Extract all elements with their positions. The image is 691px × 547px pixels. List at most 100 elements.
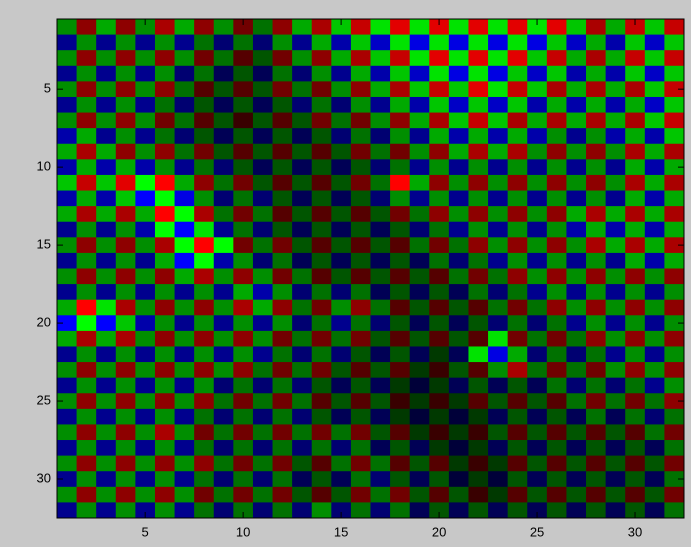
pixel <box>77 471 97 487</box>
pixel <box>606 253 626 269</box>
pixel <box>449 222 469 238</box>
pixel <box>194 284 214 300</box>
pixel <box>429 269 449 285</box>
pixel <box>273 191 293 207</box>
pixel <box>410 487 430 503</box>
pixel <box>194 378 214 394</box>
pixel <box>606 144 626 160</box>
pixel <box>449 331 469 347</box>
pixel <box>175 191 195 207</box>
pixel <box>468 50 488 66</box>
pixel <box>625 424 645 440</box>
pixel <box>371 50 391 66</box>
pixel <box>116 50 136 66</box>
pixel <box>331 35 351 51</box>
pixel <box>508 237 528 253</box>
pixel <box>449 440 469 456</box>
pixel <box>351 269 371 285</box>
pixel <box>547 66 567 82</box>
pixel <box>429 113 449 129</box>
pixel <box>664 144 684 160</box>
pixel <box>547 222 567 238</box>
pixel <box>351 50 371 66</box>
pixel <box>586 502 606 518</box>
pixel <box>586 471 606 487</box>
pixel <box>96 331 116 347</box>
pixel <box>194 253 214 269</box>
pixel <box>135 331 155 347</box>
pixel <box>253 471 273 487</box>
pixel <box>116 284 136 300</box>
pixel <box>468 300 488 316</box>
pixel <box>135 440 155 456</box>
pixel <box>390 393 410 409</box>
pixel <box>547 81 567 97</box>
pixel <box>488 362 508 378</box>
pixel <box>214 66 234 82</box>
pixel <box>116 502 136 518</box>
pixel <box>488 81 508 97</box>
pixel <box>606 175 626 191</box>
pixel <box>312 378 332 394</box>
pixel <box>527 206 547 222</box>
pixel <box>77 237 97 253</box>
pixel <box>390 175 410 191</box>
pixel <box>96 378 116 394</box>
pixel <box>488 424 508 440</box>
pixel <box>175 144 195 160</box>
pixel <box>449 50 469 66</box>
pixel <box>547 502 567 518</box>
pixel <box>566 440 586 456</box>
pixel <box>253 237 273 253</box>
pixel <box>527 191 547 207</box>
pixel <box>488 253 508 269</box>
pixel <box>57 19 77 35</box>
pixel <box>175 362 195 378</box>
pixel <box>292 471 312 487</box>
pixel <box>233 300 253 316</box>
pixel <box>77 346 97 362</box>
pixel <box>429 424 449 440</box>
pixel <box>429 222 449 238</box>
pixel <box>233 35 253 51</box>
pixel <box>390 35 410 51</box>
pixel <box>527 315 547 331</box>
pixel <box>351 456 371 472</box>
pixel <box>292 128 312 144</box>
pixel <box>488 346 508 362</box>
pixel <box>253 81 273 97</box>
pixel <box>351 424 371 440</box>
pixel <box>155 315 175 331</box>
pixel <box>429 409 449 425</box>
pixel <box>312 331 332 347</box>
pixel <box>410 300 430 316</box>
pixel <box>273 440 293 456</box>
pixel <box>449 456 469 472</box>
pixel <box>135 175 155 191</box>
pixel <box>312 222 332 238</box>
pixel <box>449 113 469 129</box>
pixel <box>566 159 586 175</box>
pixel <box>625 362 645 378</box>
pixel <box>96 362 116 378</box>
pixel <box>371 222 391 238</box>
pixel <box>312 300 332 316</box>
pixel <box>214 97 234 113</box>
pixel <box>488 222 508 238</box>
pixel <box>508 191 528 207</box>
pixel <box>371 253 391 269</box>
pixel <box>214 331 234 347</box>
pixel <box>77 331 97 347</box>
pixel <box>410 378 430 394</box>
pixel <box>96 471 116 487</box>
pixel <box>57 222 77 238</box>
pixel <box>351 175 371 191</box>
pixel <box>77 424 97 440</box>
pixel <box>331 424 351 440</box>
pixel <box>586 331 606 347</box>
pixel <box>527 113 547 129</box>
pixel <box>606 66 626 82</box>
pixel <box>253 19 273 35</box>
pixel <box>116 409 136 425</box>
pixel <box>566 66 586 82</box>
